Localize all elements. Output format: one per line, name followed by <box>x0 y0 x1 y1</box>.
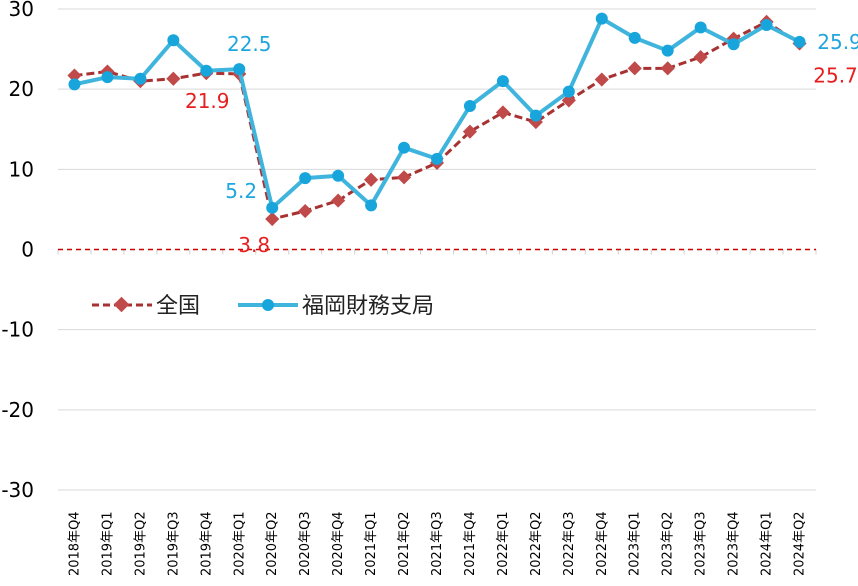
data-point-fukuoka <box>266 201 279 214</box>
data-point-fukuoka <box>463 100 476 113</box>
data-point-fukuoka <box>628 31 641 44</box>
y-tick-label: -20 <box>1 398 34 422</box>
x-tick-label: 2019年Q2 <box>133 511 148 576</box>
legend-marker-national <box>113 296 130 313</box>
x-tick-label: 2021年Q3 <box>430 511 445 576</box>
y-tick-label: -30 <box>1 478 34 502</box>
data-point-fukuoka <box>398 141 411 154</box>
data-label-national: 21.9 <box>185 89 230 113</box>
x-tick-label: 2019年Q3 <box>166 511 181 576</box>
data-point-fukuoka <box>365 199 378 212</box>
x-tick-label: 2023年Q1 <box>628 511 643 576</box>
data-point-fukuoka <box>299 172 312 185</box>
x-tick-label: 2023年Q3 <box>694 511 709 576</box>
x-tick-label: 2022年Q2 <box>529 511 544 576</box>
data-point-fukuoka <box>727 38 740 51</box>
data-point-fukuoka <box>68 78 81 91</box>
x-axis: 2018年Q4 2019年Q1 2019年Q2 2019年Q3 2019年Q4 2020年… <box>57 249 817 576</box>
data-point-fukuoka <box>200 64 213 77</box>
data-point-national <box>364 172 379 187</box>
data-point-fukuoka <box>694 21 707 34</box>
data-point-fukuoka <box>562 85 575 98</box>
y-tick-label: 10 <box>9 157 34 181</box>
y-tick-label: 20 <box>9 77 34 101</box>
x-tick-label: 2020年Q4 <box>331 511 346 576</box>
data-point-national <box>660 61 675 76</box>
data-point-national <box>462 124 478 139</box>
data-point-fukuoka <box>101 71 114 84</box>
series-line-fukuoka <box>74 16 801 210</box>
data-label-fukuoka: 25.9 <box>817 30 858 54</box>
data-point-national <box>265 211 280 227</box>
x-tick-label: 2018年Q4 <box>67 511 82 576</box>
data-point-fukuoka <box>332 169 345 182</box>
x-tick-label: 2024年Q2 <box>793 511 808 576</box>
x-tick-label: 2021年Q2 <box>397 511 412 576</box>
data-label-fukuoka: 22.5 <box>227 32 272 56</box>
data-point-national <box>561 93 576 108</box>
x-tick-label: 2023年Q2 <box>661 511 676 576</box>
legend-label-national: 全国 <box>156 294 200 319</box>
series-lines <box>67 12 807 227</box>
data-point-fukuoka <box>793 35 806 48</box>
x-tick-label: 2024年Q1 <box>760 511 775 576</box>
data-point-fukuoka <box>529 109 542 122</box>
data-label-national: 25.7 <box>813 63 858 87</box>
x-tick-label: 2022年Q1 <box>496 511 511 576</box>
y-tick-label: 30 <box>9 0 34 21</box>
x-tick-label: 2020年Q2 <box>265 511 280 576</box>
x-tick-label: 2021年Q1 <box>364 511 379 576</box>
data-point-national <box>396 170 412 185</box>
x-tick-label: 2023年Q4 <box>727 511 742 576</box>
data-label-national: 3.8 <box>238 233 270 257</box>
data-point-fukuoka <box>595 12 608 25</box>
x-tick-label: 2019年Q4 <box>199 511 214 576</box>
x-tick-label: 2020年Q1 <box>232 511 247 576</box>
data-point-national <box>495 105 510 120</box>
data-point-fukuoka <box>167 34 180 47</box>
y-axis-ticks: 30 20 10 0 -10 -20 -30 <box>1 0 34 502</box>
legend-label-fukuoka: 福岡財務支局 <box>302 294 434 319</box>
data-label-fukuoka: 5.2 <box>225 179 257 203</box>
data-point-fukuoka <box>233 63 246 76</box>
y-tick-label: 0 <box>21 238 34 262</box>
data-point-fukuoka <box>431 152 443 165</box>
data-point-fukuoka <box>496 75 509 88</box>
x-tick-label: 2022年Q3 <box>562 511 577 576</box>
x-tick-label: 2022年Q4 <box>595 511 610 576</box>
x-tick-label: 2019年Q1 <box>100 511 115 576</box>
x-tick-label: 2021年Q4 <box>463 511 478 576</box>
data-point-national <box>594 72 609 87</box>
data-point-fukuoka <box>134 72 147 85</box>
legend: 全国 福岡財務支局 <box>92 294 434 319</box>
data-point-national <box>627 61 642 76</box>
data-labels: 22.5 21.9 5.2 3.8 25.9 25.7 <box>185 30 858 257</box>
data-point-national <box>166 71 181 86</box>
data-point-national <box>331 193 346 208</box>
x-tick-label: 2020年Q3 <box>298 511 313 576</box>
data-point-national <box>693 50 708 65</box>
data-point-fukuoka <box>760 19 773 32</box>
data-point-national <box>298 203 313 219</box>
legend-marker-fukuoka <box>262 299 274 311</box>
y-tick-label: -10 <box>1 318 34 342</box>
data-point-fukuoka <box>661 44 674 57</box>
